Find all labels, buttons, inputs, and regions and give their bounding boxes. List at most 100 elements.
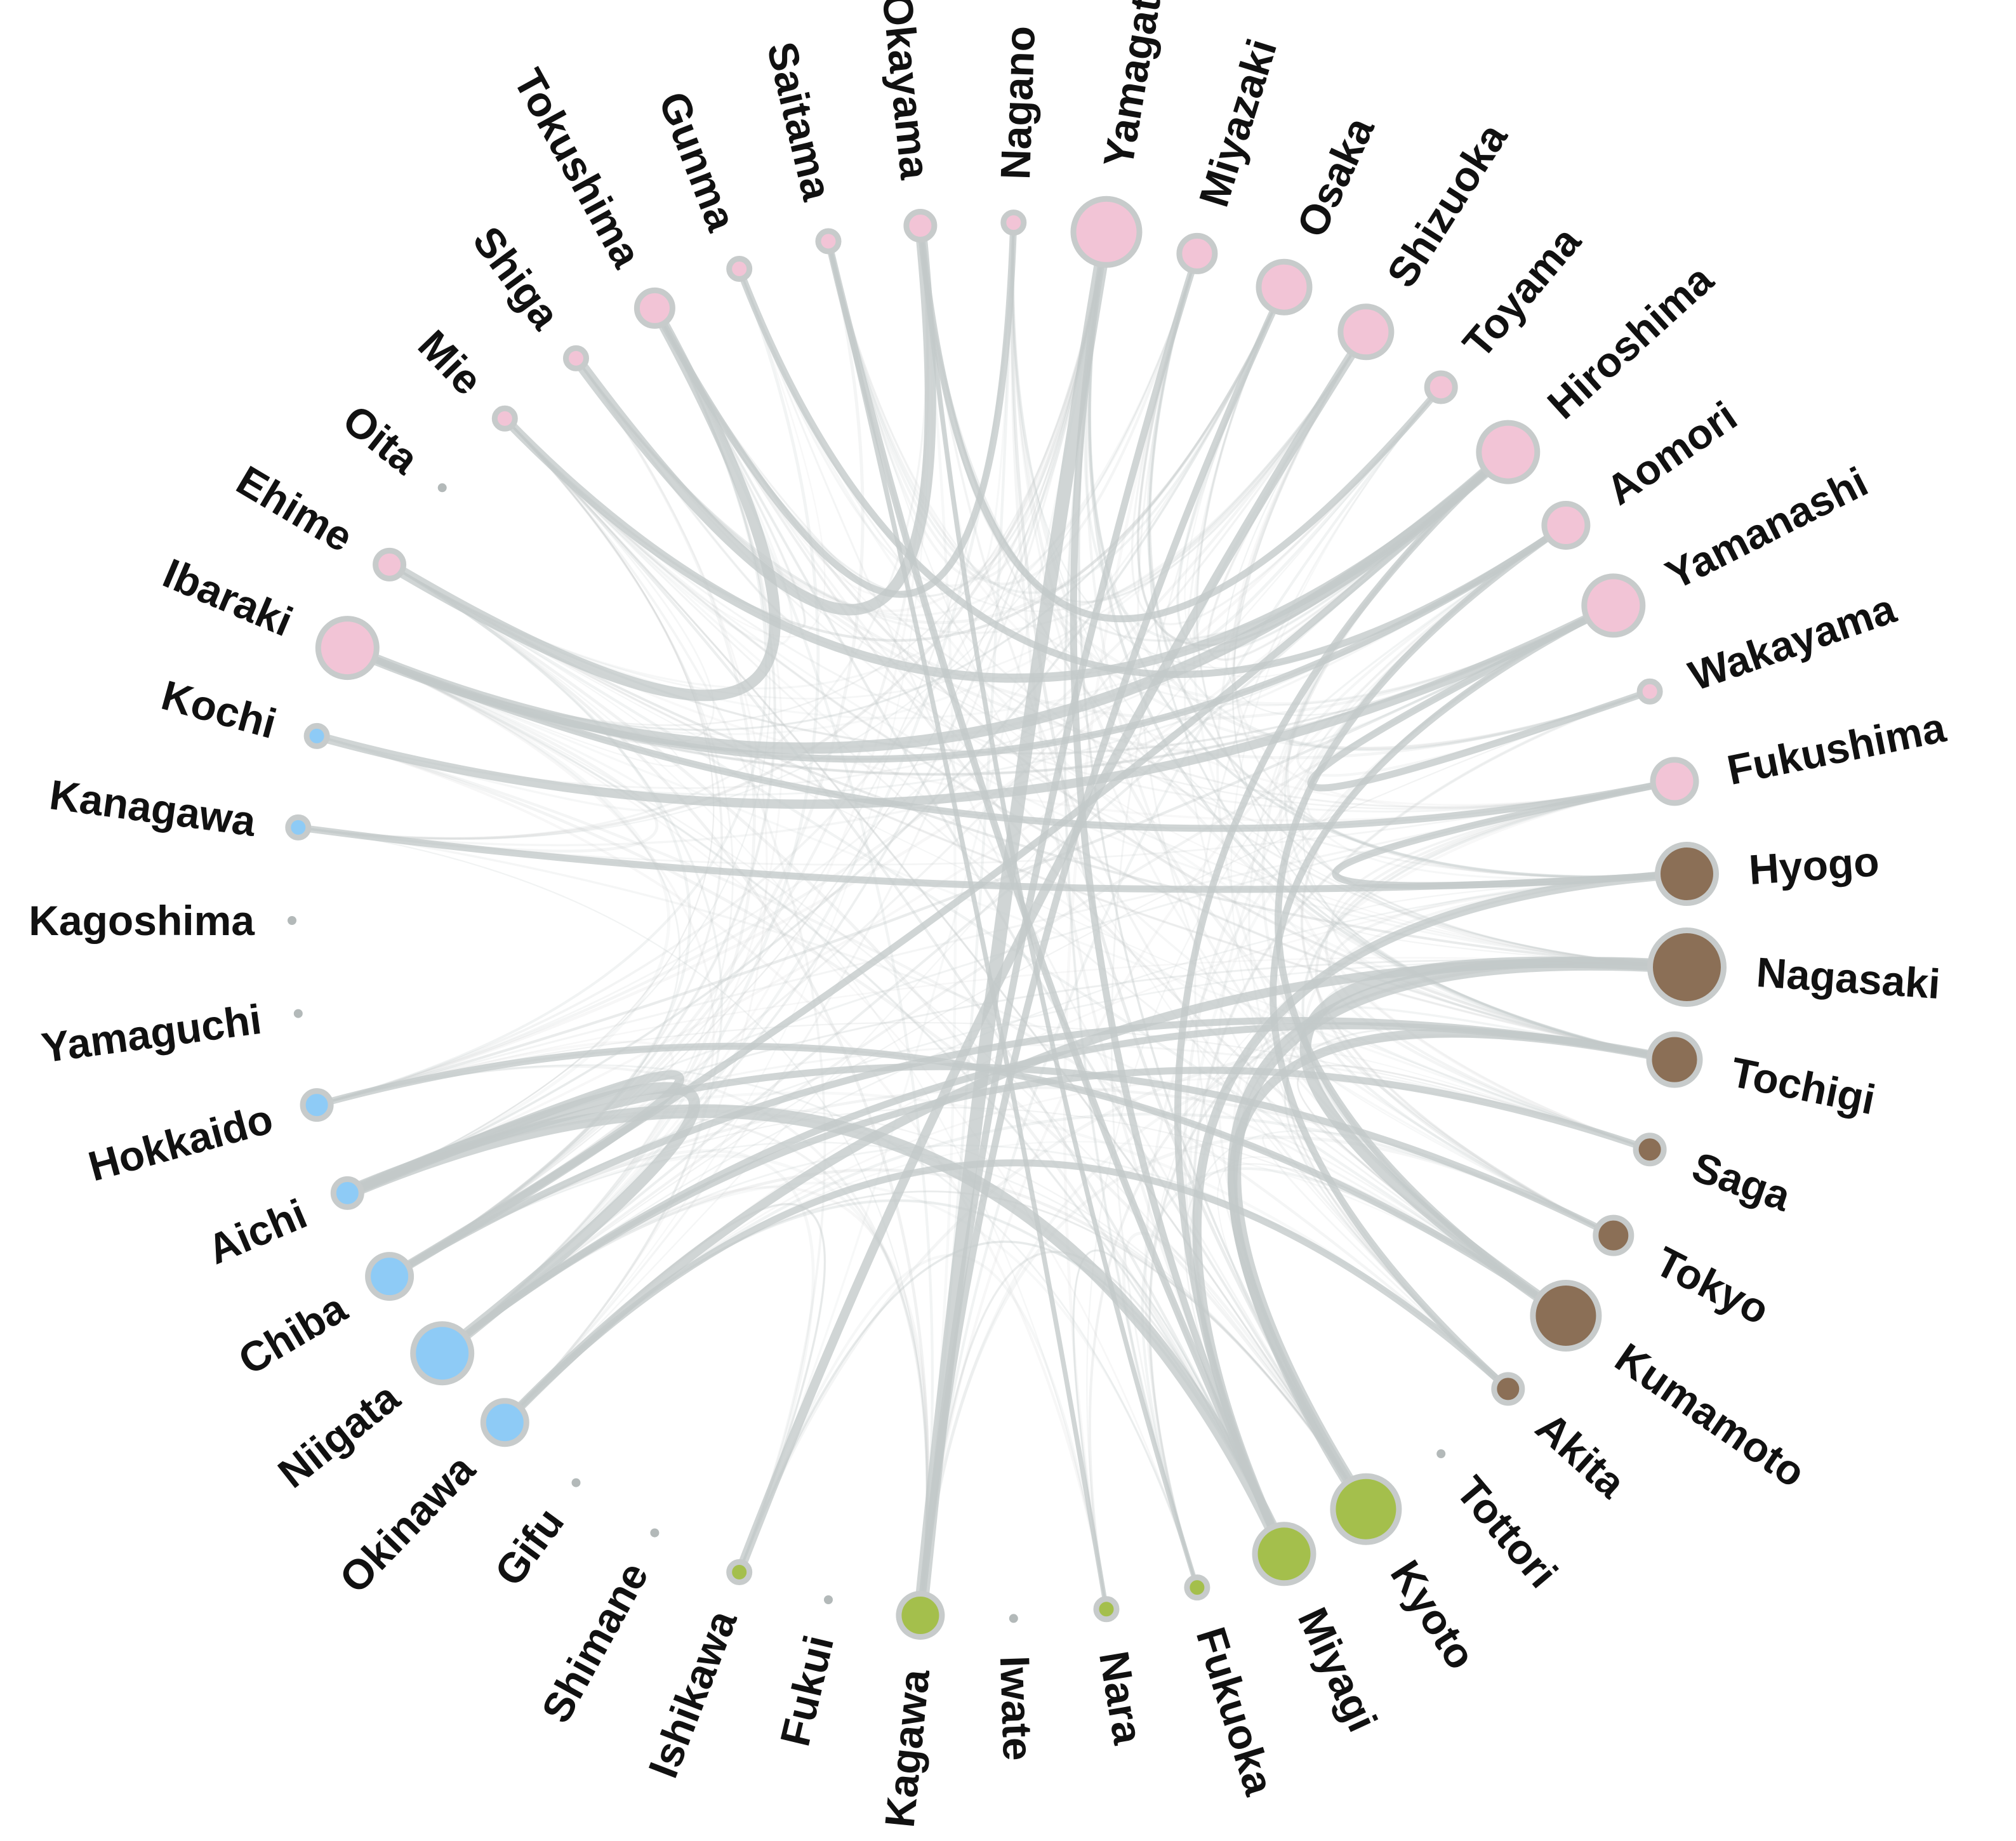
node-aomori[interactable] xyxy=(1541,501,1591,550)
node-nagano[interactable] xyxy=(1000,209,1027,236)
link-yamagata-miyagi xyxy=(1070,228,1288,1558)
link-yamagata-gunma xyxy=(738,230,1108,587)
link-ehime-kagawa xyxy=(388,563,929,1617)
node-miyagi[interactable] xyxy=(1252,1522,1316,1586)
node-shizuoka[interactable] xyxy=(1337,303,1395,361)
link-nagasaki-nagano xyxy=(1012,222,1688,968)
label-yamagata: Yamagata xyxy=(1094,0,1173,171)
node-niigata[interactable] xyxy=(410,1321,475,1386)
node-shiga[interactable] xyxy=(563,345,589,371)
label-nagano: Nagano xyxy=(991,25,1044,180)
link-nagano-tochigi xyxy=(1011,221,1676,1061)
node-hiroshima[interactable] xyxy=(1476,420,1541,484)
link-fukushima-hyogo xyxy=(1332,778,1690,889)
node-kagawa[interactable] xyxy=(896,1591,945,1640)
node-kagoshima[interactable] xyxy=(288,916,296,925)
node-gifu[interactable] xyxy=(571,1478,581,1487)
label-hyogo: Hyogo xyxy=(1747,837,1881,893)
node-aichi[interactable] xyxy=(330,1176,364,1210)
link-chiba-tokushima xyxy=(388,307,777,1278)
node-saitama[interactable] xyxy=(815,228,842,255)
node-yamagata[interactable] xyxy=(1070,196,1143,268)
node-kochi[interactable] xyxy=(303,722,330,749)
node-ibaraki[interactable] xyxy=(315,616,380,681)
label-ehime: Ehime xyxy=(229,456,361,561)
link-okinawa-toyama xyxy=(504,386,1442,1423)
link-mie-tokyo xyxy=(503,417,1615,1237)
node-chiba[interactable] xyxy=(365,1252,414,1301)
link-kagawa-chiba xyxy=(388,1154,929,1617)
node-yamanashi[interactable] xyxy=(1581,573,1646,638)
node-mie[interactable] xyxy=(491,405,518,432)
link-ehime-shizuoka xyxy=(388,331,1367,700)
node-fukui[interactable] xyxy=(824,1595,833,1604)
node-nara[interactable] xyxy=(1093,1596,1120,1623)
node-nagasaki[interactable] xyxy=(1647,927,1727,1007)
link-chiba-yamagata xyxy=(388,231,1108,1277)
label-fukuoka: Fukuoka xyxy=(1188,1622,1283,1801)
link-mie-aichi xyxy=(347,418,715,1194)
link-saga-ibaraki xyxy=(346,646,1651,1151)
label-ibaraki: Ibaraki xyxy=(157,549,300,645)
link-tochigi-miyazaki xyxy=(1148,252,1676,1061)
node-ishikawa[interactable] xyxy=(726,1559,753,1585)
link-fukushima-saga xyxy=(1325,780,1676,1151)
link-ishikawa-mie xyxy=(503,417,826,1574)
link-hokkaido-tokushima xyxy=(315,307,768,1107)
node-tokushima[interactable] xyxy=(633,287,675,329)
link-fukuoka-ibaraki xyxy=(346,647,1198,1588)
link-shizuoka-fukushima xyxy=(1231,331,1676,809)
link-nara-miyagi xyxy=(1073,1249,1285,1610)
node-fukuoka[interactable] xyxy=(1184,1574,1210,1601)
node-miyazaki[interactable] xyxy=(1176,232,1218,274)
link-miyazaki-kanagawa xyxy=(297,253,1198,840)
link-kumamoto-akita xyxy=(1262,1134,1567,1390)
node-yamaguchi[interactable] xyxy=(293,1009,303,1018)
label-ishikawa: Ishikawa xyxy=(639,1604,746,1785)
link-okayama-toyama xyxy=(917,222,1445,623)
label-shimane: Shimane xyxy=(532,1555,657,1731)
node-okinawa[interactable] xyxy=(480,1398,529,1447)
node-wakayama[interactable] xyxy=(1636,678,1663,705)
node-hyogo[interactable] xyxy=(1655,842,1719,906)
node-akita[interactable] xyxy=(1491,1372,1525,1406)
node-okayama[interactable] xyxy=(903,209,938,243)
node-iwate[interactable] xyxy=(1009,1614,1018,1623)
link-kumamoto-aomori xyxy=(1274,522,1570,1319)
link-yamagata-wakayama xyxy=(1087,230,1652,750)
node-tochigi[interactable] xyxy=(1646,1031,1703,1088)
node-tottori[interactable] xyxy=(1436,1449,1446,1458)
link-chiba-yamagata xyxy=(388,231,1108,1277)
node-shimane[interactable] xyxy=(650,1528,660,1538)
link-miyagi-nara xyxy=(1072,1249,1285,1611)
node-fukushima[interactable] xyxy=(1650,757,1699,806)
label-kanagawa: Kanagawa xyxy=(47,771,260,845)
node-osaka[interactable] xyxy=(1256,258,1313,316)
link-miyagi-ibaraki xyxy=(347,647,1285,1555)
label-kagoshima: Kagoshima xyxy=(29,897,255,944)
node-ehime[interactable] xyxy=(373,547,407,582)
link-toyama-hokkaido xyxy=(315,385,1443,1107)
link-miyazaki-kagawa xyxy=(917,249,1201,1619)
node-toyama[interactable] xyxy=(1424,370,1458,404)
node-kyoto[interactable] xyxy=(1330,1473,1402,1545)
link-nagano-tokushima xyxy=(651,219,1018,598)
node-saga[interactable] xyxy=(1633,1133,1667,1167)
link-saitama-fukushima xyxy=(827,240,1676,806)
link-chiba-mie xyxy=(388,417,723,1278)
node-kanagawa[interactable] xyxy=(285,814,312,841)
node-hokkaido[interactable] xyxy=(300,1088,334,1122)
link-ibaraki-yamagata xyxy=(347,231,1108,726)
label-shiga: Shiga xyxy=(464,218,570,338)
node-oita[interactable] xyxy=(437,483,447,493)
link-saitama-akita xyxy=(827,240,1509,1390)
node-gunma[interactable] xyxy=(726,256,753,282)
label-mie: Mie xyxy=(409,321,492,404)
link-aichi-tokushima xyxy=(347,307,771,1194)
node-kumamoto[interactable] xyxy=(1530,1280,1602,1352)
link-kumamoto-nagasaki xyxy=(1299,956,1693,1322)
link-chiba-hiroshima xyxy=(386,448,1512,1280)
node-tokyo[interactable] xyxy=(1593,1214,1635,1256)
label-kumamoto: Kumamoto xyxy=(1607,1334,1814,1496)
